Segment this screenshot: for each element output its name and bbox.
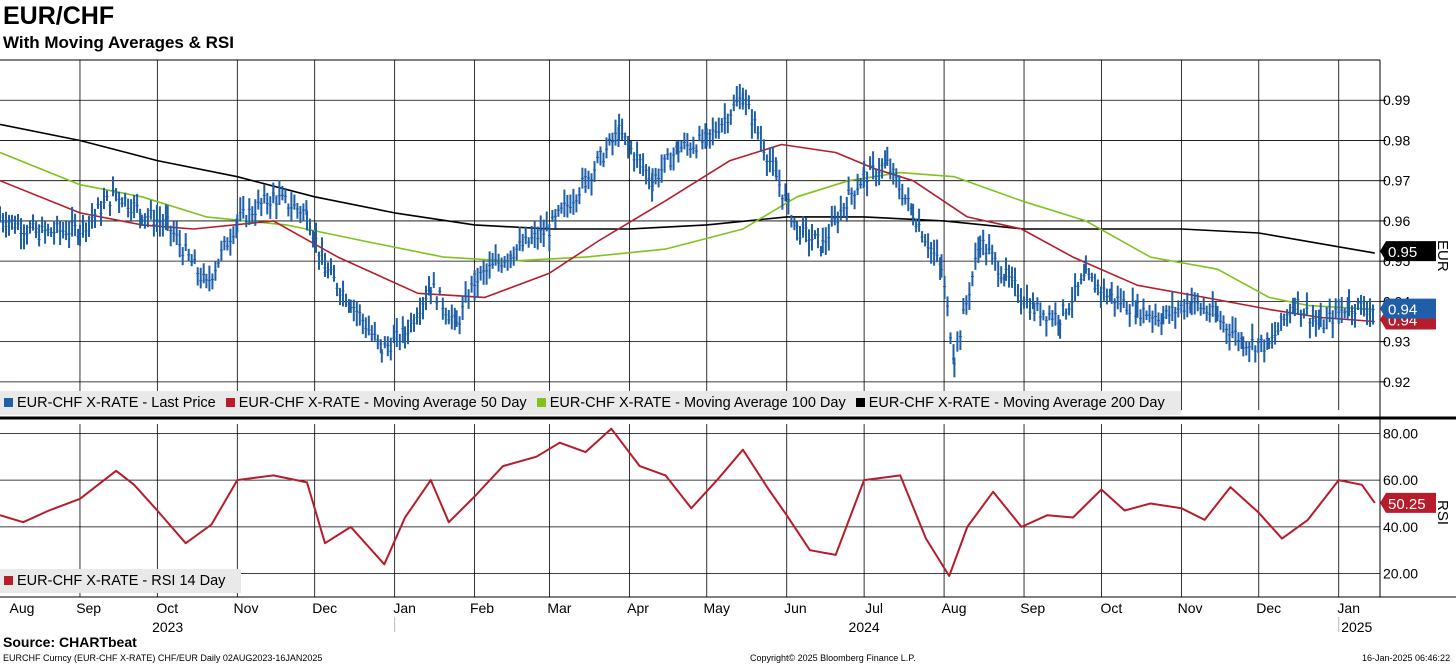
legend-swatch [536, 398, 546, 407]
x-month-label: Aug [942, 600, 967, 616]
x-month-label: Sep [76, 600, 101, 616]
rsi-tick-label: 40.00 [1383, 519, 1418, 535]
price-tick-label: 0.99 [1383, 92, 1410, 108]
price-legend-item: EUR-CHF X-RATE - Moving Average 100 Day [536, 391, 846, 415]
price-legend-item: EUR-CHF X-RATE - Moving Average 50 Day [225, 391, 527, 415]
legend-swatch [225, 398, 235, 407]
x-month-label: Apr [627, 600, 649, 616]
last-price-marker [1380, 298, 1436, 319]
rsi-line [0, 427, 1376, 577]
legend-label: EUR-CHF X-RATE - Moving Average 100 Day [549, 395, 846, 411]
ma200-line [0, 123, 1375, 254]
x-month-label: Jan [1337, 600, 1360, 616]
price-tick-label: 0.96 [1383, 213, 1410, 229]
legend-label: EUR-CHF X-RATE - RSI 14 Day [17, 573, 226, 589]
price-legend: EUR-CHF X-RATE - Last Price EUR-CHF X-RAT… [0, 391, 1181, 415]
rsi-last-marker [1380, 492, 1436, 513]
ma200-last-marker [1380, 241, 1436, 262]
copyright-footer: Copyright© 2025 Bloomberg Finance L.P. [750, 653, 916, 663]
x-month-label: Jun [784, 600, 807, 616]
legend-label: EUR-CHF X-RATE - Moving Average 50 Day [238, 395, 527, 411]
x-month-label: Dec [1256, 600, 1281, 616]
x-month-label: May [704, 600, 730, 616]
chart-title: EUR/CHF [3, 2, 115, 30]
chart-subtitle: With Moving Averages & RSI [3, 33, 234, 52]
rsi-axis-label: RSI [1434, 500, 1451, 525]
x-month-label: Mar [547, 600, 571, 616]
last-price-bars [0, 83, 1375, 378]
x-month-label: Jul [865, 600, 883, 616]
x-month-label: Nov [234, 600, 259, 616]
price-tick-label: 0.98 [1383, 132, 1410, 148]
legend-swatch [4, 398, 13, 407]
ticker-footer: EURCHF Curncy (EUR-CHF X-RATE) CHF/EUR D… [3, 653, 323, 663]
price-tick-label: 0.92 [1383, 374, 1410, 390]
legend-label: EUR-CHF X-RATE - Last Price [17, 395, 216, 411]
x-month-label: Nov [1178, 600, 1203, 616]
ma200-last-marker-text: 0.95 [1388, 244, 1417, 261]
x-month-label: Oct [1101, 600, 1123, 616]
x-year-label: 2025 [1341, 619, 1372, 632]
legend-swatch [4, 576, 13, 585]
legend-swatch [855, 398, 865, 407]
price-legend-item: EUR-CHF X-RATE - Moving Average 200 Day [855, 391, 1165, 415]
x-month-label: Oct [156, 600, 178, 616]
last-price-marker-text: 0.94 [1388, 302, 1417, 319]
chart-canvas: Aug Sep Oct Nov Dec Jan Feb Mar Apr May Jun Jul Aug S… [0, 59, 1456, 632]
x-year-label: 2023 [152, 619, 183, 632]
price-legend-item: EUR-CHF X-RATE - Last Price [4, 391, 216, 415]
x-month-label: Feb [470, 600, 494, 616]
source-label: Source: CHARTbeat [3, 634, 137, 650]
price-axis-label: EUR [1434, 240, 1451, 272]
price-tick-label: 0.97 [1383, 173, 1410, 189]
ma50-line [0, 143, 1375, 323]
x-month-label: Jan [393, 600, 416, 616]
legend-label: EUR-CHF X-RATE - Moving Average 200 Day [868, 395, 1165, 411]
rsi-legend: EUR-CHF X-RATE - RSI 14 Day [0, 569, 242, 593]
x-month-label: Aug [10, 600, 35, 616]
rsi-legend-item: EUR-CHF X-RATE - RSI 14 Day [4, 569, 225, 593]
x-month-label: Dec [312, 600, 337, 616]
x-year-label: 2024 [849, 619, 880, 632]
rsi-last-marker-text: 50.25 [1388, 496, 1426, 513]
x-month-label: Sep [1020, 600, 1045, 616]
rsi-tick-label: 80.00 [1383, 425, 1418, 441]
timestamp-footer: 16-Jan-2025 06:46:22 [1362, 653, 1451, 663]
price-tick-label: 0.93 [1383, 334, 1410, 350]
rsi-tick-label: 20.00 [1383, 566, 1418, 582]
rsi-tick-label: 60.00 [1383, 472, 1418, 488]
